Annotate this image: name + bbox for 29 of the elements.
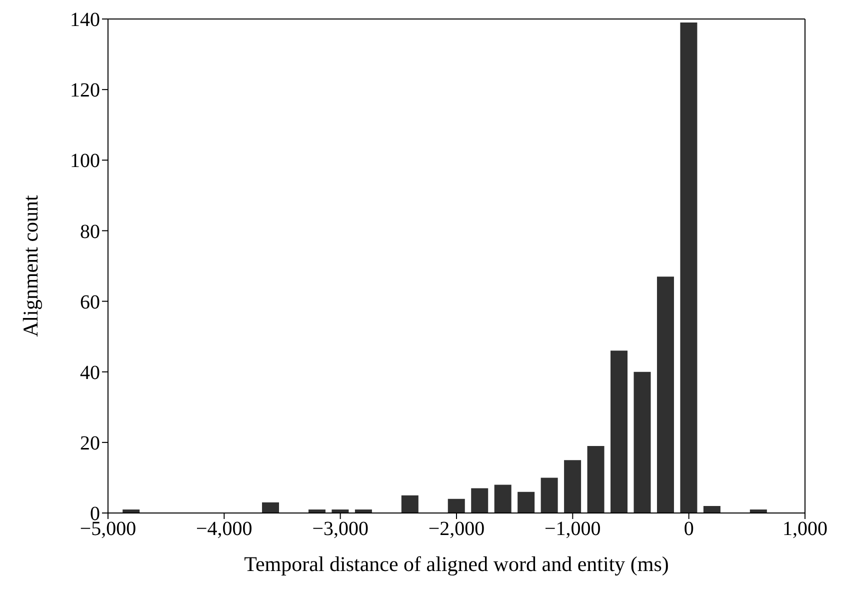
y-tick-label: 100 — [70, 150, 100, 172]
y-tick-label: 40 — [80, 362, 100, 384]
bar — [680, 22, 698, 513]
bar — [471, 488, 488, 513]
x-axis-title: Temporal distance of aligned word and entity (ms) — [244, 552, 669, 576]
bar — [656, 276, 674, 513]
bar — [703, 506, 720, 513]
x-tick-label: −4,000 — [196, 518, 252, 540]
bar — [587, 446, 604, 513]
x-tick-label: −1,000 — [544, 518, 601, 540]
y-tick-label: 20 — [80, 432, 100, 455]
y-tick-label: 80 — [80, 220, 100, 243]
y-tick-label: 120 — [70, 80, 100, 102]
bar — [540, 478, 558, 513]
bar — [518, 492, 535, 513]
bar — [448, 498, 465, 513]
y-axis-title: Alignment count — [18, 194, 42, 337]
x-tick-label: 1,000 — [782, 518, 828, 540]
x-tick-label: 0 — [684, 518, 694, 540]
y-tick-label: 140 — [70, 9, 100, 32]
bar — [262, 502, 280, 513]
bar — [494, 484, 512, 513]
bar — [610, 350, 628, 513]
bar — [634, 372, 651, 513]
y-tick-label: 60 — [80, 291, 100, 314]
bar — [401, 495, 418, 513]
x-tick-label: −2,000 — [428, 518, 485, 540]
bar — [564, 460, 582, 513]
x-tick-label: −3,000 — [312, 518, 368, 540]
